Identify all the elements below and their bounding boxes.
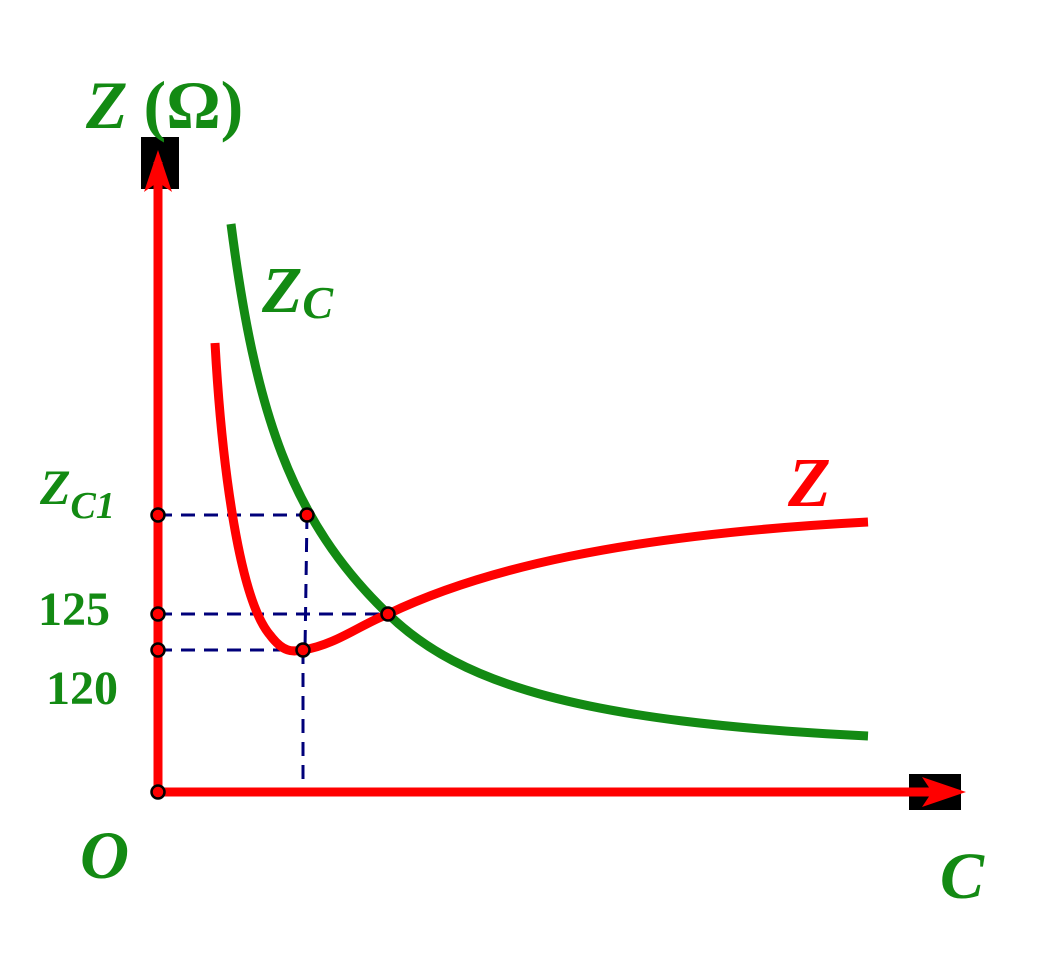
intersection-point (380, 606, 396, 622)
z-minimum-point (295, 642, 311, 658)
y-axis-label: Z (Ω) (85, 67, 243, 143)
zc-curve-label: ZC (261, 254, 334, 328)
tick-zc1-point (150, 507, 166, 523)
origin-label: O (80, 817, 129, 893)
z-curve (210, 342, 869, 656)
z-curve-label: Z (787, 445, 831, 522)
x-axis-arrowhead (922, 777, 966, 807)
guide-upper-vertical (303, 514, 309, 651)
tick-120-point (150, 642, 166, 658)
origin-point (150, 784, 166, 800)
tick-label-120: 120 (46, 662, 118, 715)
tick-label-125: 125 (38, 583, 110, 636)
x-axis-label: C (940, 840, 985, 913)
tick-125-point (150, 606, 166, 622)
zc1-curve-point (299, 507, 315, 523)
tick-label-zc1: ZC1 (39, 459, 115, 527)
y-axis-arrowhead (144, 150, 172, 192)
